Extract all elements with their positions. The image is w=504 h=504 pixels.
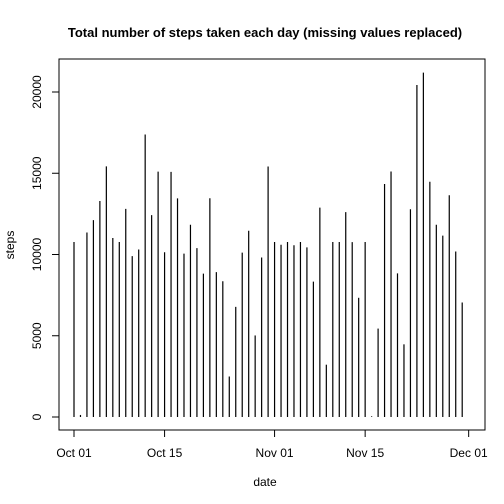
y-tick-label: 10000 [30,237,44,271]
y-tick-label: 20000 [30,75,44,109]
x-axis-label: date [253,475,277,489]
x-tick-label: Dec 01 [450,446,488,460]
x-tick-label: Oct 01 [56,446,92,460]
y-tick-label: 0 [30,413,44,420]
y-tick-label: 5000 [30,322,44,349]
x-tick-label: Nov 01 [256,446,294,460]
y-axis: 0 5000 10000 15000 20000 [30,75,59,420]
y-axis-label: steps [3,231,17,260]
chart-title: Total number of steps taken each day (mi… [68,25,462,40]
y-tick-label: 15000 [30,156,44,190]
x-tick-label: Oct 15 [147,446,183,460]
x-tick-label: Nov 15 [346,446,384,460]
bars-group [74,73,462,417]
x-axis: Oct 01 Oct 15 Nov 01 Nov 15 Dec 01 [56,430,488,460]
plot-area [59,59,485,430]
plot-frame [59,59,485,430]
